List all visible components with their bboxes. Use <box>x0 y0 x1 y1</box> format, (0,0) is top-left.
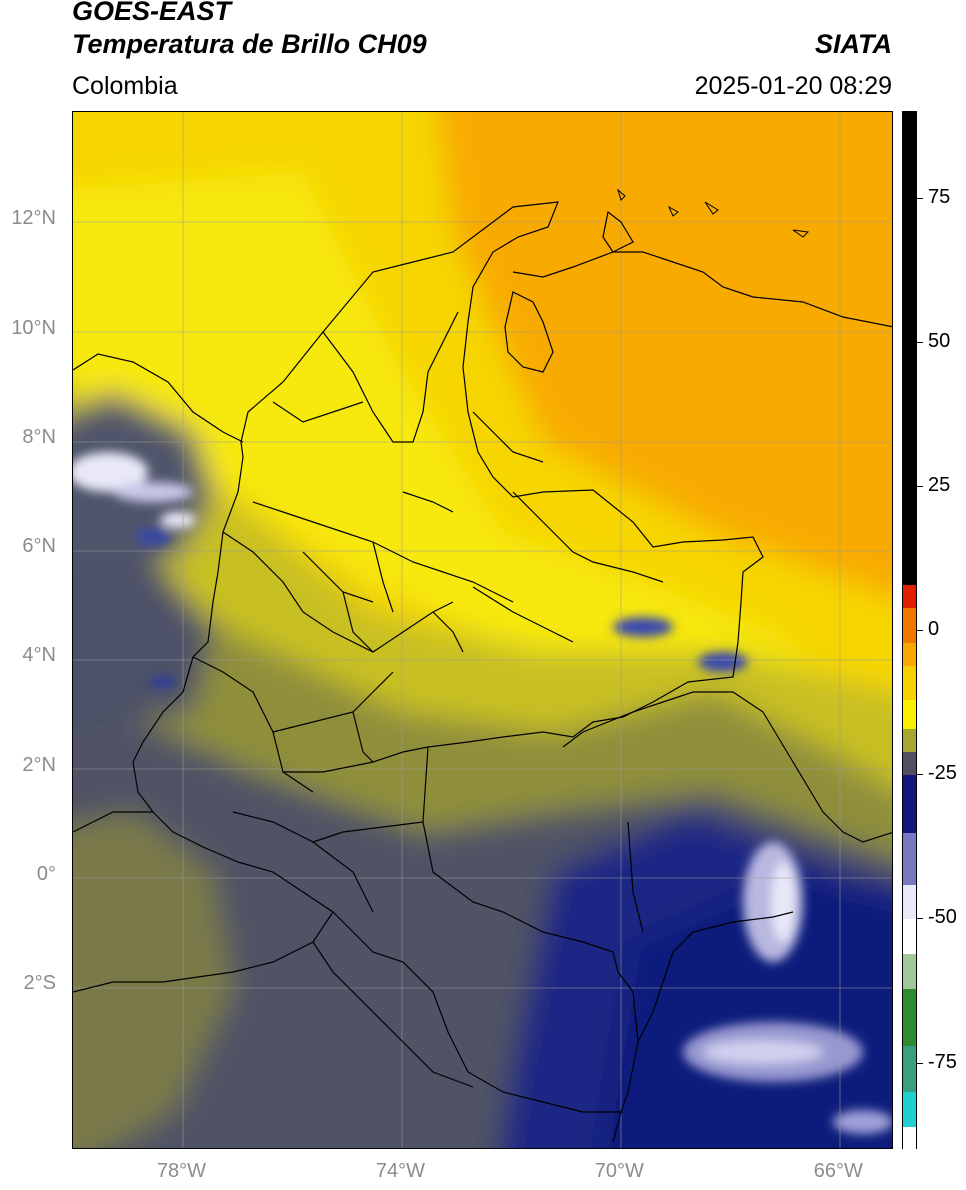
colorbar-segment <box>903 953 916 989</box>
colorbar-segment <box>903 775 916 833</box>
latitude-label: 10°N <box>11 316 56 339</box>
colorbar-segment <box>903 884 916 920</box>
colorbar-segment <box>903 832 916 885</box>
colorbar-tick <box>917 630 923 631</box>
graticule <box>73 112 892 1148</box>
colorbar-tick-label: -50 <box>928 906 957 929</box>
timestamp-label: 2025-01-20 08:29 <box>694 72 892 100</box>
colorbar-tick-label: 75 <box>928 185 951 208</box>
colorbar-tick-label: 25 <box>928 473 951 496</box>
colorbar-tick <box>917 1062 923 1064</box>
latitude-label: 2°S <box>23 972 56 995</box>
colorbar-tick <box>917 485 923 487</box>
colorbar-segment <box>903 752 916 776</box>
brightness-temperature-image <box>73 112 892 1148</box>
colorbar-tick <box>917 774 923 776</box>
colorbar-segment <box>903 607 916 643</box>
colorbar-segment <box>903 112 916 585</box>
colorbar <box>902 111 917 1150</box>
colorbar-tick-label: 50 <box>928 329 951 352</box>
colorbar-segment <box>903 1046 916 1093</box>
latitude-label: 6°N <box>22 535 56 558</box>
colorbar-tick-label: 0 <box>928 618 940 640</box>
longitude-label: 66°W <box>813 1160 863 1182</box>
colorbar-segment <box>903 1126 916 1150</box>
political-borders <box>73 201 892 1143</box>
colorbar-tick <box>917 341 923 343</box>
colorbar-segment <box>903 665 916 701</box>
colorbar-segment <box>903 729 916 753</box>
colorbar-segment <box>903 584 916 608</box>
latitude-label: 12°N <box>11 207 56 230</box>
latitude-label: 8°N <box>22 425 56 448</box>
colorbar-segment <box>903 700 916 730</box>
satellite-label: GOES-EAST <box>72 0 232 26</box>
latitude-label: 2°N <box>22 753 56 776</box>
latitude-label: 0° <box>36 862 56 885</box>
colorbar-tick-label: -75 <box>928 1050 957 1073</box>
colorbar-segment <box>903 642 916 666</box>
region-label: Colombia <box>72 72 178 100</box>
colorbar-tick <box>917 197 923 199</box>
satellite-map <box>72 111 893 1149</box>
product-title: Temperatura de Brillo CH09 <box>72 29 427 59</box>
latitude-label: 4°N <box>22 644 56 667</box>
colorbar-tick-label: -25 <box>928 762 957 785</box>
longitude-label: 78°W <box>156 1160 207 1182</box>
organization-label: SIATA <box>815 29 892 59</box>
colorbar-segment <box>903 988 916 1047</box>
colorbar-segment <box>903 1092 916 1127</box>
colorbar-tick <box>917 918 923 920</box>
longitude-label: 74°W <box>375 1160 425 1182</box>
islands <box>617 188 810 238</box>
colorbar-segment <box>903 919 916 954</box>
longitude-label: 70°W <box>594 1160 644 1182</box>
